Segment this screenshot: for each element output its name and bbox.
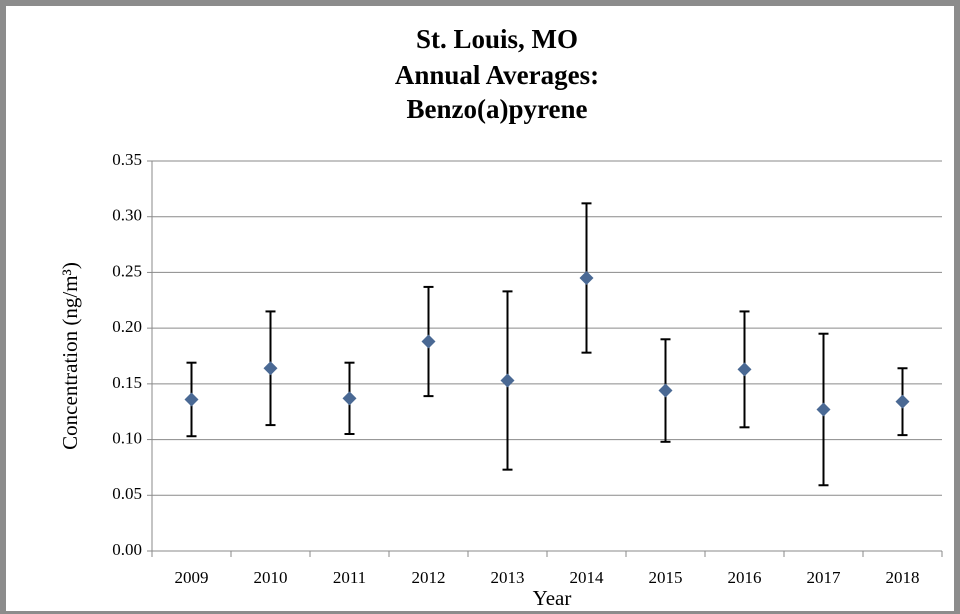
point bbox=[658, 383, 673, 398]
x-tick-label: 2009 bbox=[175, 568, 209, 587]
x-tick-label: 2015 bbox=[649, 568, 683, 587]
y-tick-label: 0.15 bbox=[112, 373, 142, 392]
y-tick-label: 0.25 bbox=[112, 261, 142, 280]
point bbox=[342, 391, 357, 406]
point bbox=[816, 402, 831, 417]
x-tick-label: 2010 bbox=[254, 568, 288, 587]
x-tick-label: 2013 bbox=[491, 568, 525, 587]
x-tick-label: 2017 bbox=[807, 568, 842, 587]
x-tick-label: 2012 bbox=[412, 568, 446, 587]
x-tick-label: 2016 bbox=[728, 568, 762, 587]
point bbox=[579, 271, 594, 285]
x-tick-label: 2018 bbox=[886, 568, 920, 587]
y-tick-label: 0.30 bbox=[112, 206, 142, 225]
x-tick-label: 2011 bbox=[333, 568, 366, 587]
chart-title: Benzo(a)pyrene bbox=[407, 94, 588, 124]
point bbox=[263, 361, 278, 376]
x-axis-label: Year bbox=[533, 586, 572, 610]
y-tick-label: 0.10 bbox=[112, 428, 142, 447]
y-tick-label: 0.35 bbox=[112, 150, 142, 169]
point bbox=[737, 362, 752, 377]
y-axis-label: Concentration (ng/m³) bbox=[58, 262, 82, 450]
chart-title: St. Louis, MO bbox=[416, 24, 578, 54]
y-tick-label: 0.05 bbox=[112, 484, 142, 503]
point bbox=[421, 334, 436, 349]
y-tick-label: 0.20 bbox=[112, 317, 142, 336]
y-tick-label: 0.00 bbox=[112, 540, 142, 559]
x-tick-label: 2014 bbox=[570, 568, 605, 587]
point bbox=[500, 373, 515, 388]
point bbox=[184, 392, 199, 407]
chart-title: Annual Averages: bbox=[395, 60, 599, 90]
point bbox=[895, 394, 910, 409]
